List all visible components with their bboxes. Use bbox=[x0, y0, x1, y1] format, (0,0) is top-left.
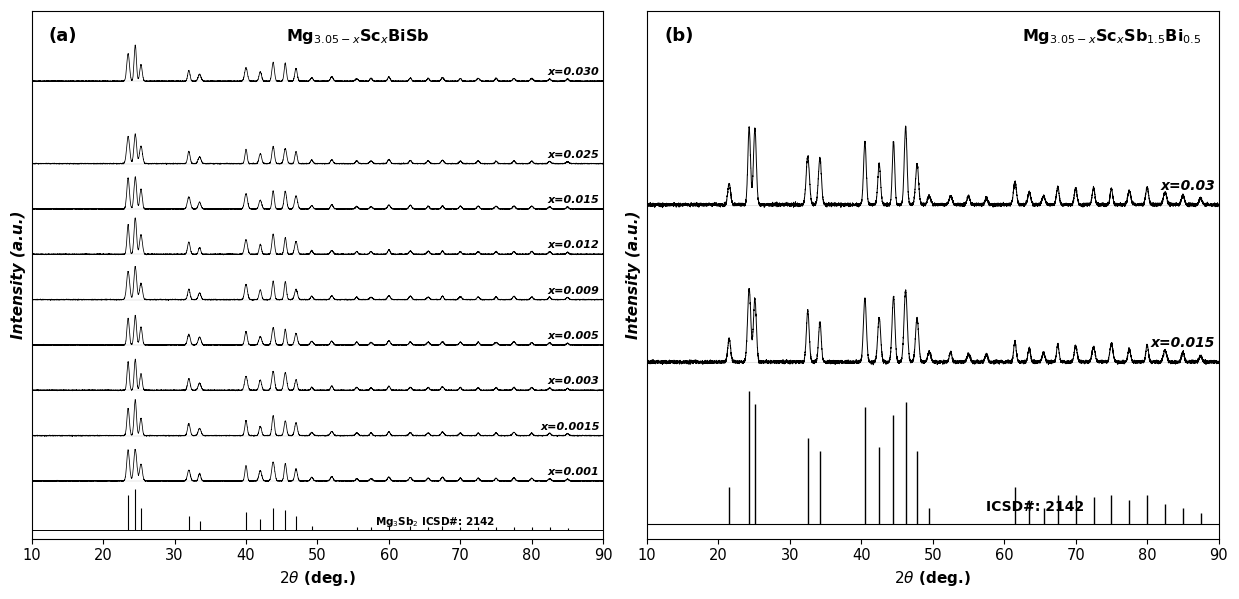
Text: x=0.005: x=0.005 bbox=[548, 331, 600, 341]
Text: x=0.015: x=0.015 bbox=[1151, 337, 1215, 350]
Text: x=0.0015: x=0.0015 bbox=[540, 422, 600, 432]
Y-axis label: Intensity (a.u.): Intensity (a.u.) bbox=[11, 211, 26, 339]
Text: x=0.003: x=0.003 bbox=[548, 376, 600, 386]
Text: x=0.025: x=0.025 bbox=[548, 150, 600, 160]
Text: Mg$_{3.05-x}$Sc$_x$Sb$_{1.5}$Bi$_{0.5}$: Mg$_{3.05-x}$Sc$_x$Sb$_{1.5}$Bi$_{0.5}$ bbox=[1022, 27, 1202, 46]
Text: x=0.030: x=0.030 bbox=[548, 67, 600, 77]
Text: x=0.001: x=0.001 bbox=[548, 467, 600, 477]
Text: x=0.03: x=0.03 bbox=[1160, 179, 1215, 193]
Text: Mg$_3$Sb$_2$ ICSD#: 2142: Mg$_3$Sb$_2$ ICSD#: 2142 bbox=[374, 515, 494, 530]
Text: Mg$_{3.05-x}$Sc$_x$BiSb: Mg$_{3.05-x}$Sc$_x$BiSb bbox=[286, 27, 429, 46]
Text: (a): (a) bbox=[48, 27, 77, 45]
Text: ICSD#: 2142: ICSD#: 2142 bbox=[986, 500, 1084, 515]
Text: x=0.009: x=0.009 bbox=[548, 286, 600, 296]
Text: (b): (b) bbox=[664, 27, 694, 45]
Text: x=0.012: x=0.012 bbox=[548, 240, 600, 250]
X-axis label: $2\theta$ (deg.): $2\theta$ (deg.) bbox=[895, 569, 971, 588]
X-axis label: $2\theta$ (deg.): $2\theta$ (deg.) bbox=[279, 569, 356, 588]
Y-axis label: Intensity (a.u.): Intensity (a.u.) bbox=[627, 211, 642, 339]
Text: x=0.015: x=0.015 bbox=[548, 195, 600, 205]
